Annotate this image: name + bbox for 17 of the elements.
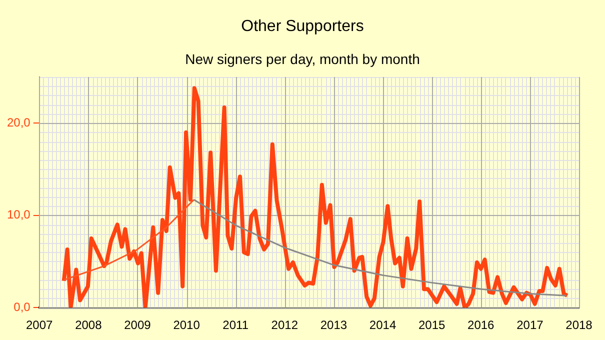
x-tick-label: 2015 — [418, 318, 446, 332]
y-tick-label: 10,0 — [6, 208, 31, 222]
x-tick-label: 2009 — [124, 318, 152, 332]
x-tick-label: 2010 — [173, 318, 200, 332]
x-tick-label: 2011 — [222, 318, 249, 332]
x-tick-label: 2007 — [26, 318, 54, 332]
x-tick-label: 2014 — [369, 318, 396, 332]
chart-subtitle: New signers per day, month by month — [184, 51, 421, 67]
chart-title: Other Supporters — [240, 18, 365, 36]
x-tick-label: 2008 — [75, 318, 102, 332]
x-tick-label: 2013 — [320, 318, 348, 332]
x-tick-label: 2018 — [566, 318, 593, 332]
x-tick-label: 2012 — [271, 318, 298, 332]
x-tick-label: 2017 — [516, 318, 544, 332]
y-tick-label: 20,0 — [6, 115, 31, 130]
x-tick-label: 2016 — [468, 318, 495, 332]
y-tick-label: 0,0 — [14, 300, 31, 314]
